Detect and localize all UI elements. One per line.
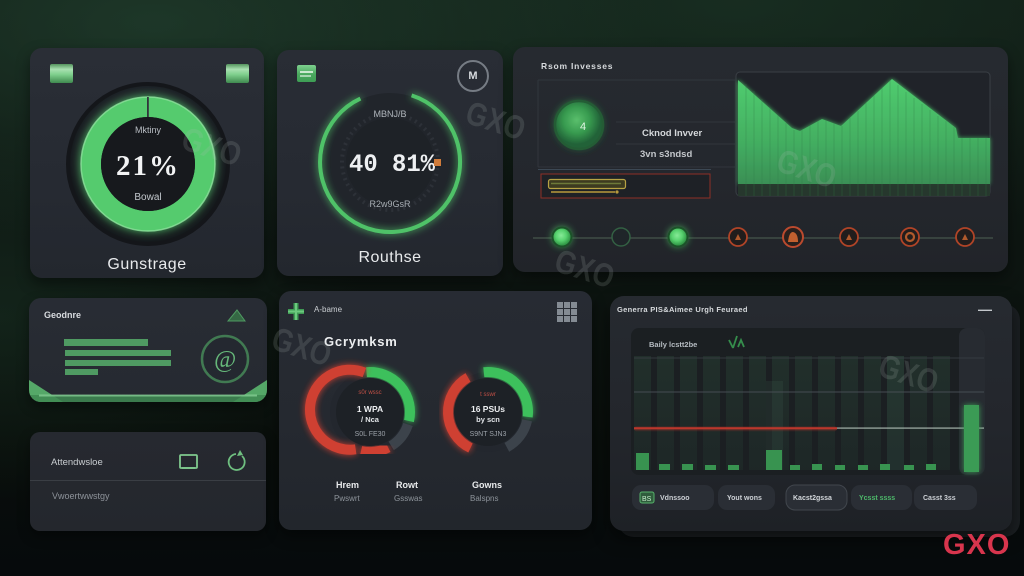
svg-text:by scn: by scn (476, 415, 500, 424)
svg-text:Ycsst ssss: Ycsst ssss (859, 495, 895, 502)
svg-text:Vwoertwwstgy: Vwoertwwstgy (52, 491, 110, 501)
svg-text:21%: 21% (116, 150, 180, 182)
svg-text:/ Nca: / Nca (361, 415, 380, 424)
svg-text:Mktiny: Mktiny (135, 125, 162, 135)
svg-text:Baily lcstt2be: Baily lcstt2be (649, 340, 697, 349)
svg-text:Bowal: Bowal (134, 192, 161, 203)
svg-text:MBNJ/B: MBNJ/B (373, 109, 406, 119)
svg-text:1 WPA: 1 WPA (357, 404, 383, 414)
svg-text:R2w9GsR: R2w9GsR (369, 199, 411, 209)
svg-text:@: @ (214, 347, 236, 373)
svg-text:Vdnssoo: Vdnssoo (660, 495, 690, 502)
svg-text:Cknod Invver: Cknod Invver (642, 128, 702, 139)
svg-text:t sswr: t sswr (480, 392, 496, 398)
svg-text:S0L FE30: S0L FE30 (355, 431, 386, 438)
svg-text:Yout wons: Yout wons (727, 495, 762, 502)
svg-text:S9NT SJN3: S9NT SJN3 (470, 431, 507, 438)
svg-text:16 PSUs: 16 PSUs (471, 404, 505, 414)
svg-text:A-bame: A-bame (314, 305, 343, 314)
svg-text:3vn s3ndsd: 3vn s3ndsd (640, 149, 692, 160)
svg-text:40 81%: 40 81% (349, 150, 436, 179)
svg-text:Casst 3ss: Casst 3ss (923, 495, 956, 502)
svg-text:Kacst2gssa: Kacst2gssa (793, 495, 832, 502)
svg-text:BS: BS (642, 496, 652, 503)
svg-text:Gcrymksm: Gcrymksm (324, 334, 398, 349)
svg-text:s0r wssc: s0r wssc (358, 390, 381, 396)
svg-text:4: 4 (580, 121, 586, 133)
